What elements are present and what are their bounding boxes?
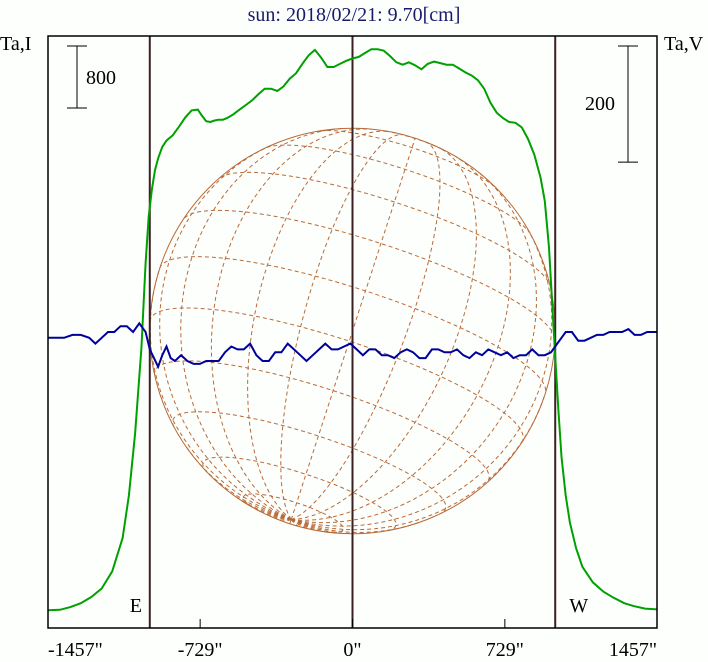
x-tick-label: 1457" — [609, 639, 657, 661]
longitude-line — [290, 138, 416, 520]
longitude-line — [291, 519, 353, 535]
latitude-line — [153, 360, 490, 484]
longitude-line — [291, 156, 511, 521]
limb-label-w: W — [569, 595, 588, 617]
y-label-right: Ta,V — [664, 33, 704, 55]
longitude-line — [180, 128, 344, 521]
longitude-line — [280, 134, 403, 520]
longitude-line — [290, 519, 327, 533]
longitude-line — [255, 508, 292, 521]
longitude-line — [289, 519, 292, 524]
longitude-line — [247, 130, 390, 520]
longitude-line — [185, 445, 292, 521]
x-tick-label: -1457" — [48, 639, 103, 661]
longitude-line — [291, 172, 537, 524]
scale-bar-right-label: 200 — [585, 93, 615, 115]
longitude-line — [291, 519, 421, 534]
longitude-line — [210, 128, 372, 521]
latitude-line — [202, 456, 397, 532]
y-label-left: Ta,I — [0, 33, 31, 55]
latitude-line — [184, 209, 556, 339]
latitude-line — [219, 171, 551, 286]
series-v-line — [48, 321, 657, 370]
x-tick-label: 0" — [343, 639, 361, 661]
series-i-line — [47, 48, 658, 612]
latitude-line — [266, 144, 531, 234]
x-axis: -1457" -729" 0" 729" 1457" — [48, 619, 657, 661]
longitude-line — [291, 147, 477, 521]
limb-label-e: E — [130, 595, 142, 617]
longitude-line — [290, 519, 301, 528]
longitude-line — [279, 519, 292, 522]
scale-bars: 800 200 — [67, 45, 638, 163]
x-tick-label: -729" — [178, 639, 223, 661]
longitude-line — [232, 494, 292, 521]
chart-title: sun: 2018/02/21: 9.70[cm] — [248, 4, 461, 26]
longitude-line — [291, 142, 441, 521]
longitude-line — [290, 519, 311, 530]
latitude-line — [385, 130, 444, 151]
scale-bar-left-label: 800 — [86, 67, 116, 89]
x-tick-label: 729" — [486, 639, 524, 661]
latitude-line — [149, 307, 524, 443]
series-group — [47, 48, 658, 612]
longitude-line — [291, 224, 553, 527]
latitude-line — [171, 411, 447, 515]
longitude-line — [159, 142, 292, 521]
